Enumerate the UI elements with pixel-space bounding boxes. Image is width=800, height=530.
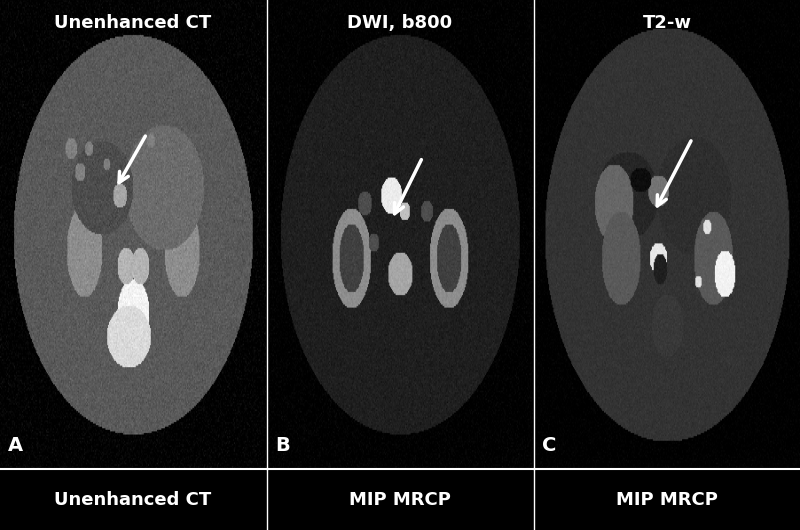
Text: Unenhanced CT: Unenhanced CT (54, 14, 212, 32)
Text: A: A (8, 436, 23, 455)
Text: T2-w: T2-w (642, 14, 691, 32)
Text: Unenhanced CT: Unenhanced CT (54, 491, 212, 508)
Text: MIP MRCP: MIP MRCP (349, 491, 451, 508)
Text: B: B (275, 436, 290, 455)
Text: C: C (542, 436, 556, 455)
Text: DWI, b800: DWI, b800 (347, 14, 453, 32)
Text: MIP MRCP: MIP MRCP (616, 491, 718, 508)
